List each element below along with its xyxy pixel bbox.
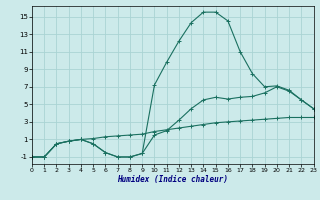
X-axis label: Humidex (Indice chaleur): Humidex (Indice chaleur): [117, 175, 228, 184]
